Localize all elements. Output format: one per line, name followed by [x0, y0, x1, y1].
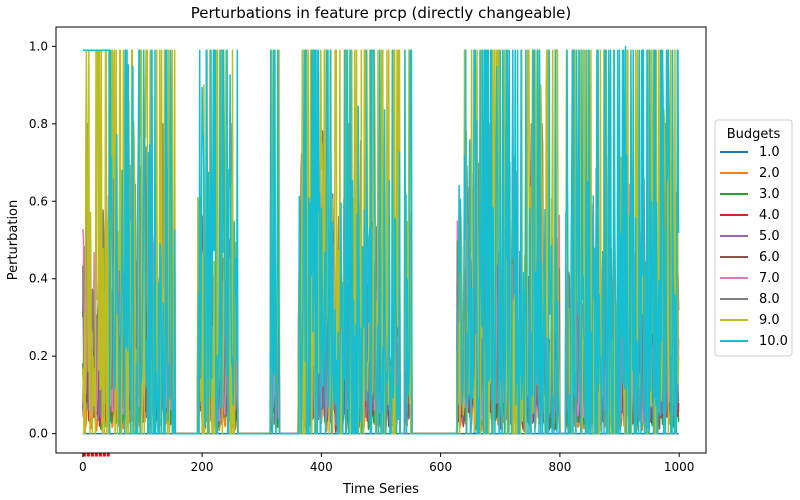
legend-label-3.0: 3.0: [759, 187, 780, 202]
y-axis-label: Perturbation: [6, 200, 21, 281]
legend-label-6.0: 6.0: [759, 250, 780, 265]
legend-label-2.0: 2.0: [759, 166, 780, 181]
x-tick-label: 800: [548, 460, 571, 474]
y-tick-label: 0.8: [29, 117, 48, 131]
x-tick-label: 0: [79, 460, 87, 474]
legend-label-10.0: 10.0: [759, 334, 788, 349]
x-tick-label: 400: [310, 460, 333, 474]
y-tick-label: 1.0: [29, 39, 48, 53]
legend-label-9.0: 9.0: [759, 313, 780, 328]
legend-label-5.0: 5.0: [759, 229, 780, 244]
x-axis-label: Time Series: [342, 482, 419, 497]
legend-label-1.0: 1.0: [759, 145, 780, 160]
legend: Budgets 1.0 2.0 3.0 4.0 5.0 6.0 7.0 8.0 9.0 10.0: [714, 119, 793, 357]
legend-box: [714, 119, 793, 357]
y-tick-label: 0.4: [29, 272, 48, 286]
y-tick-label: 0.6: [29, 194, 48, 208]
x-tick-label: 200: [191, 460, 214, 474]
legend-label-8.0: 8.0: [759, 292, 780, 307]
legend-items: 1.0 2.0 3.0 4.0 5.0 6.0 7.0 8.0 9.0 10.0: [720, 145, 788, 349]
series-line-10.0: [82, 45, 680, 435]
y-tick-label: 0.0: [29, 427, 48, 441]
x-tick-label: 600: [429, 460, 452, 474]
plot-frame: [55, 26, 707, 454]
legend-label-7.0: 7.0: [759, 271, 780, 286]
plot-area: [82, 45, 680, 457]
legend-title: Budgets: [727, 127, 781, 142]
chart-title: Perturbations in feature prcp (directly …: [191, 4, 571, 22]
y-tick-label: 0.2: [29, 349, 48, 363]
axes: 0 200 400 600 800 1000 0.0 0.2 0.4 0.6 0.8 1.0: [29, 26, 707, 474]
x-tick-label: 1000: [664, 460, 695, 474]
legend-label-4.0: 4.0: [759, 208, 780, 223]
